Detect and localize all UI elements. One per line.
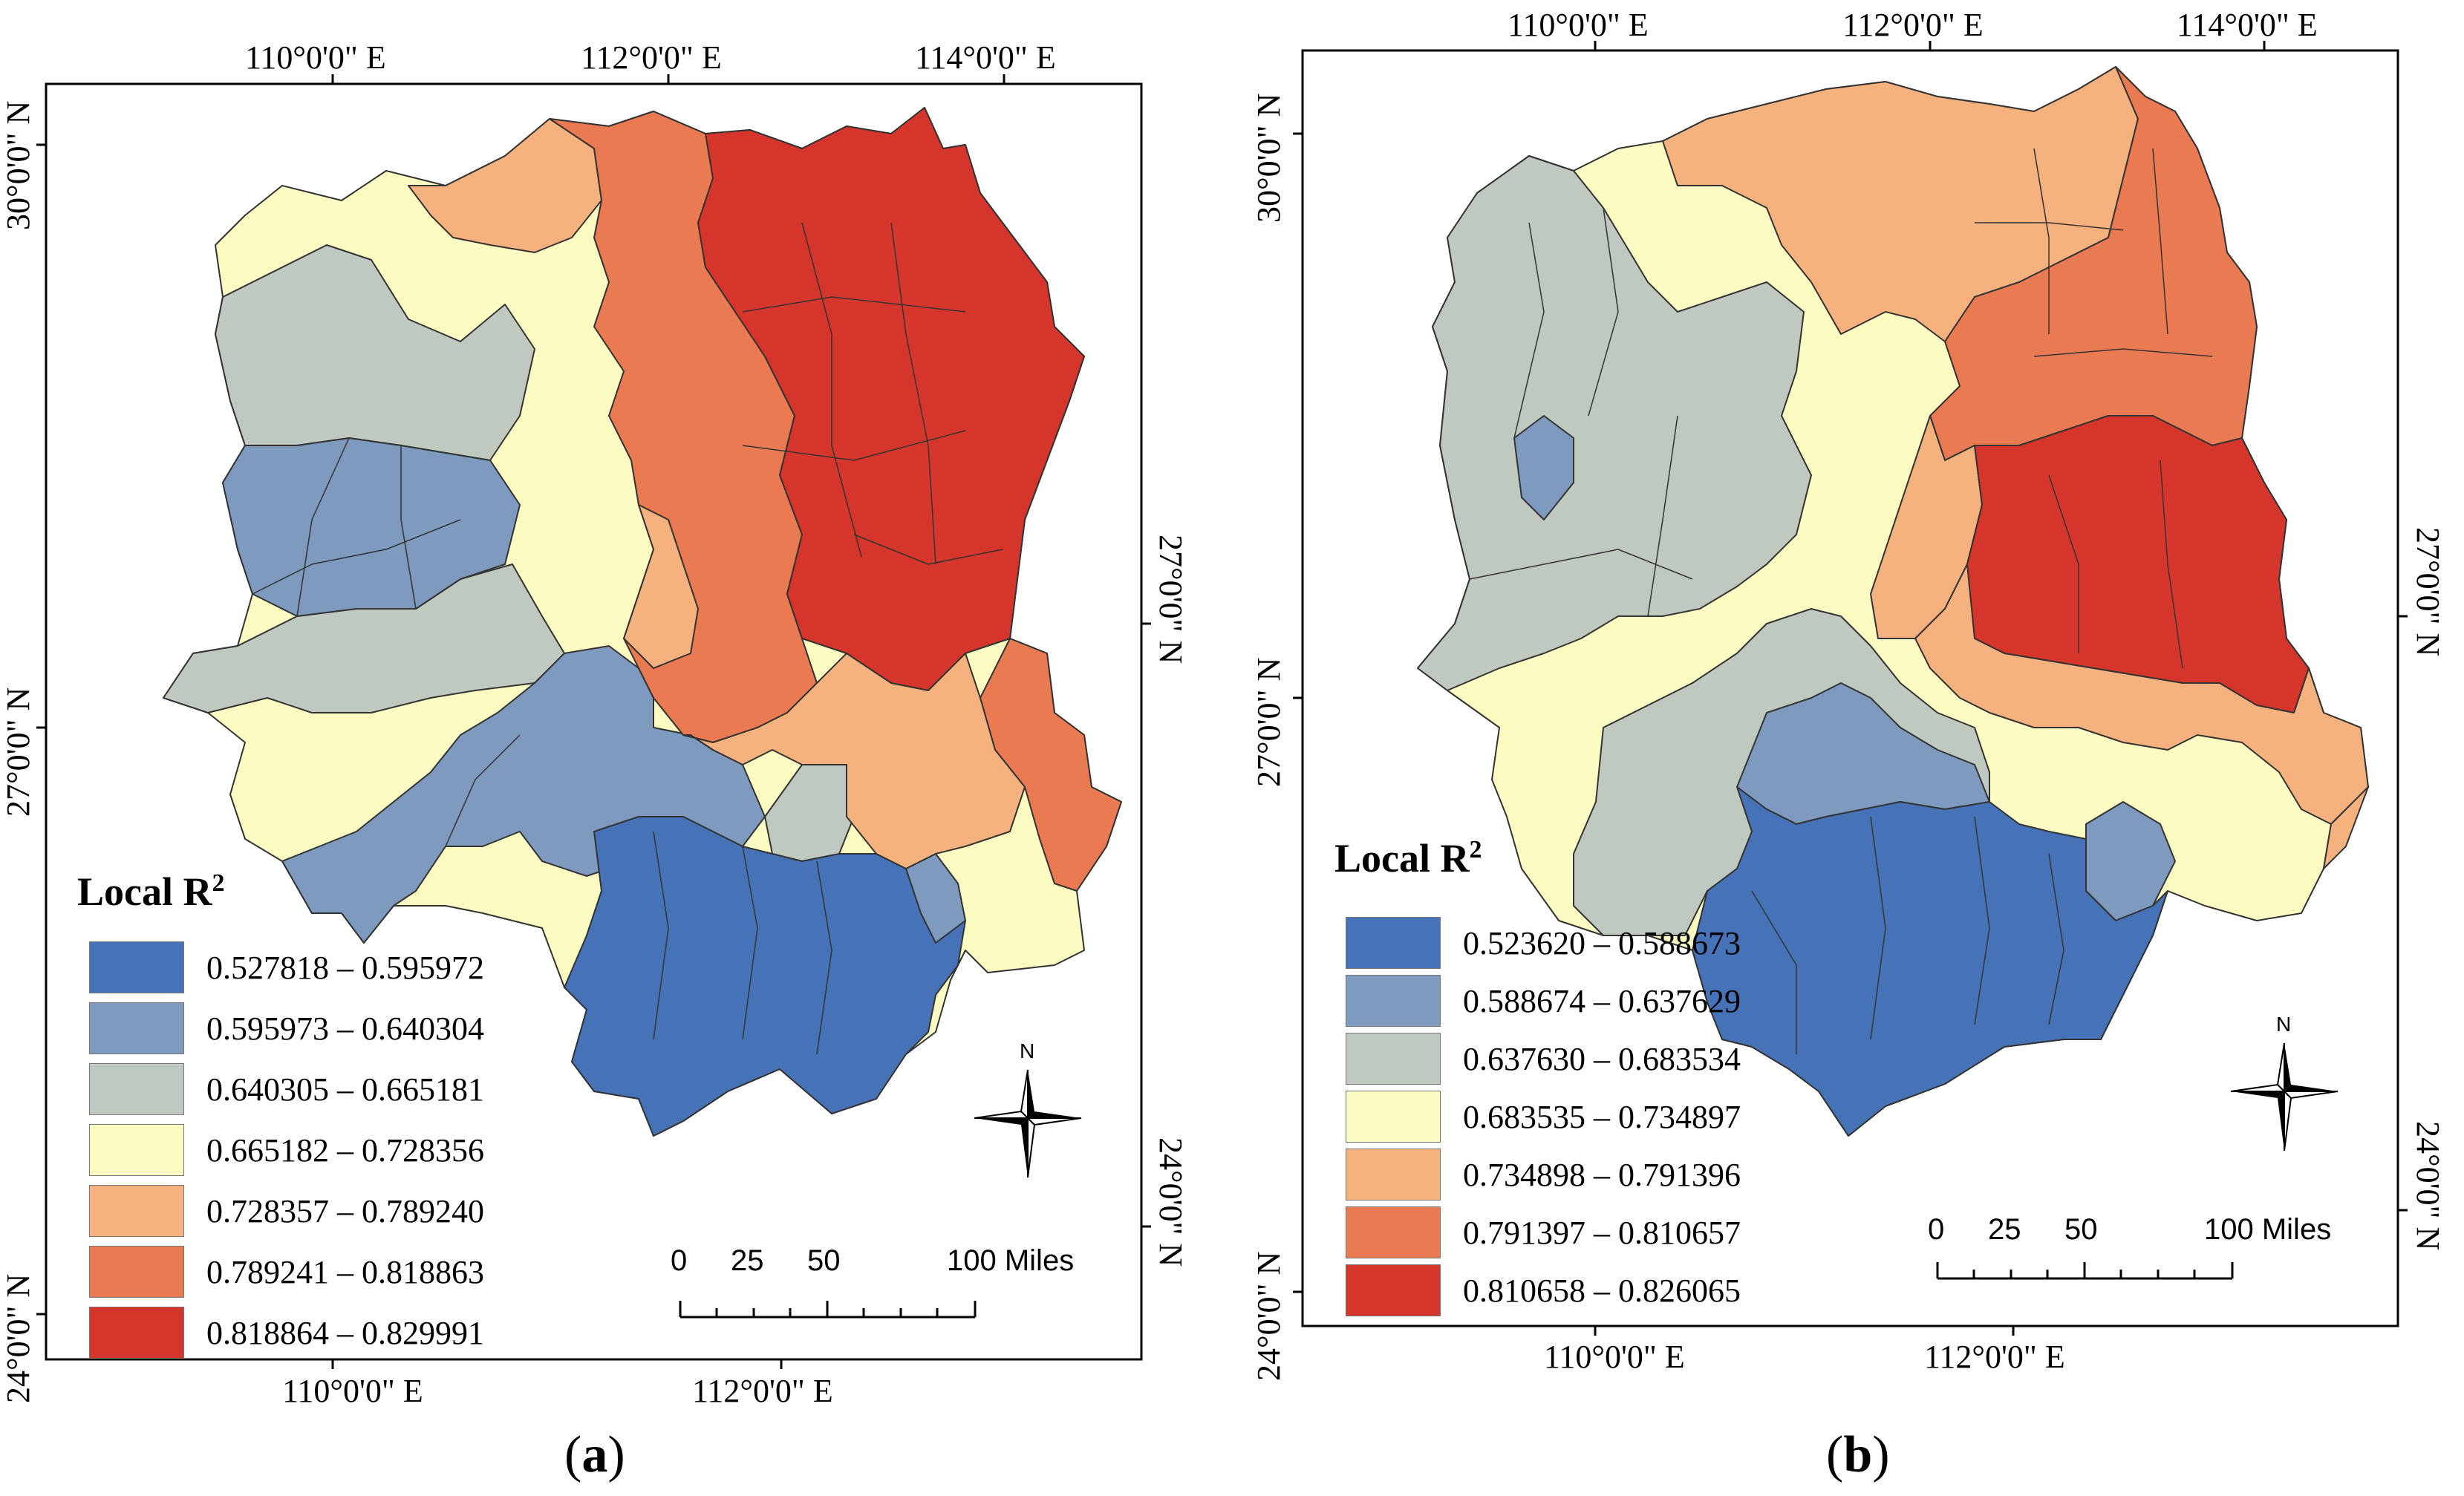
panel-a: 110°0'0" E 112°0'0" E 114°0'0" E 110°0'0… bbox=[0, 39, 1189, 1484]
caption-a: (a) bbox=[564, 1426, 625, 1483]
legend-swatch bbox=[89, 1307, 184, 1359]
legend-title: Local R2 bbox=[1334, 836, 1482, 881]
legend-swatch bbox=[1346, 1091, 1441, 1143]
region bbox=[163, 564, 565, 713]
scale-label: 25 bbox=[731, 1244, 764, 1277]
legend-swatch bbox=[89, 1185, 184, 1237]
legend-item: 0.595973 – 0.640304 bbox=[89, 1002, 484, 1054]
bottom-tick-label: 110°0'0" E bbox=[282, 1373, 423, 1409]
scale-label: 0 bbox=[1928, 1213, 1945, 1246]
north-label: N bbox=[1020, 1039, 1035, 1062]
legend-label: 0.810658 – 0.826065 bbox=[1463, 1272, 1741, 1309]
region bbox=[623, 504, 699, 669]
panel-b: 110°0'0" E 112°0'0" E 114°0'0" E 110°0'0… bbox=[1232, 0, 2464, 1496]
legend-item: 0.791397 – 0.810657 bbox=[1346, 1206, 1741, 1258]
legend-swatch bbox=[1346, 1264, 1441, 1316]
right-tick-label: 24°0'0" N bbox=[1153, 1137, 1189, 1267]
legend-swatch bbox=[89, 941, 184, 993]
map-b-svg bbox=[1293, 41, 2408, 1336]
legend-swatch bbox=[89, 1063, 184, 1115]
region bbox=[697, 107, 1085, 691]
top-tick-label: 112°0'0" E bbox=[581, 39, 722, 76]
top-tick-label: 114°0'0" E bbox=[2177, 7, 2318, 43]
left-tick-label: 30°0'0" N bbox=[1251, 93, 1287, 223]
legend-swatch bbox=[1346, 1033, 1441, 1085]
legend-item: 0.527818 – 0.595972 bbox=[89, 941, 484, 993]
region bbox=[1513, 415, 1574, 520]
legend-title: Local R2 bbox=[77, 869, 225, 914]
top-tick-label: 110°0'0" E bbox=[245, 39, 386, 76]
legend-item: 0.818864 – 0.829991 bbox=[89, 1307, 484, 1359]
right-tick-label: 27°0'0" N bbox=[1153, 535, 1189, 664]
right-tick-label: 24°0'0" N bbox=[2410, 1121, 2446, 1251]
legend-item: 0.734898 – 0.791396 bbox=[1346, 1149, 1741, 1201]
top-tick-label: 110°0'0" E bbox=[1508, 7, 1649, 43]
legend-item: 0.665182 – 0.728356 bbox=[89, 1124, 484, 1176]
legend-label: 0.665182 – 0.728356 bbox=[206, 1131, 484, 1169]
north-arrow-icon bbox=[2230, 1042, 2338, 1152]
legend-label: 0.527818 – 0.595972 bbox=[206, 949, 484, 986]
legend-swatch bbox=[1346, 1206, 1441, 1258]
region bbox=[408, 118, 602, 253]
legend-swatch bbox=[1346, 975, 1441, 1027]
legend-label: 0.595973 – 0.640304 bbox=[206, 1010, 484, 1047]
scale-label: 100 Miles bbox=[947, 1244, 1075, 1277]
legend-label: 0.791397 – 0.810657 bbox=[1463, 1214, 1741, 1251]
map-a-svg bbox=[36, 74, 1151, 1369]
legend-label: 0.588674 – 0.637629 bbox=[1463, 982, 1741, 1019]
legend-swatch bbox=[89, 1246, 184, 1298]
north-arrow-icon bbox=[974, 1069, 1082, 1178]
legend-label: 0.734898 – 0.791396 bbox=[1463, 1156, 1741, 1193]
caption-b: (b) bbox=[1826, 1426, 1890, 1483]
region bbox=[1692, 786, 2168, 1137]
scale-label: 50 bbox=[2064, 1213, 2098, 1246]
left-tick-label: 24°0'0" N bbox=[1251, 1251, 1287, 1381]
legend-item: 0.810658 – 0.826065 bbox=[1346, 1264, 1741, 1316]
region bbox=[2323, 786, 2369, 869]
region bbox=[1417, 155, 1812, 691]
region bbox=[281, 645, 766, 944]
legend-swatch bbox=[1346, 917, 1441, 969]
legend-item: 0.683535 – 0.734897 bbox=[1346, 1091, 1741, 1143]
bottom-tick-label: 112°0'0" E bbox=[692, 1373, 833, 1409]
legend-item: 0.640305 – 0.665181 bbox=[89, 1063, 484, 1115]
map-regions bbox=[1417, 66, 2369, 1137]
legend-label: 0.683535 – 0.734897 bbox=[1463, 1098, 1741, 1135]
scale-bar bbox=[679, 1301, 977, 1319]
region bbox=[564, 816, 966, 1137]
scale-label: 0 bbox=[671, 1244, 688, 1277]
legend-item: 0.588674 – 0.637629 bbox=[1346, 975, 1741, 1027]
north-label: N bbox=[2276, 1013, 2292, 1036]
top-tick-label: 114°0'0" E bbox=[915, 39, 1056, 76]
legend-item: 0.728357 – 0.789240 bbox=[89, 1185, 484, 1237]
legend-label: 0.789241 – 0.818863 bbox=[206, 1253, 484, 1290]
top-tick-label: 112°0'0" E bbox=[1842, 7, 1984, 43]
left-tick-label: 24°0'0" N bbox=[0, 1273, 36, 1403]
legend-label: 0.728357 – 0.789240 bbox=[206, 1192, 484, 1229]
left-tick-label: 27°0'0" N bbox=[1251, 657, 1287, 787]
legend-label: 0.818864 – 0.829991 bbox=[206, 1314, 484, 1351]
legend-item: 0.637630 – 0.683534 bbox=[1346, 1033, 1741, 1085]
map-regions bbox=[163, 107, 1122, 1137]
scale-label: 50 bbox=[807, 1244, 841, 1277]
left-tick-label: 27°0'0" N bbox=[0, 687, 36, 817]
scale-label: 25 bbox=[1988, 1213, 2021, 1246]
bottom-tick-label: 112°0'0" E bbox=[1924, 1339, 2065, 1375]
legend-label: 0.640305 – 0.665181 bbox=[206, 1071, 484, 1108]
legend-swatch bbox=[89, 1124, 184, 1176]
right-tick-label: 27°0'0" N bbox=[2410, 527, 2446, 657]
legend-item: 0.523620 – 0.588673 bbox=[1346, 917, 1741, 969]
left-tick-label: 30°0'0" N bbox=[0, 100, 36, 230]
scale-label: 100 Miles bbox=[2204, 1213, 2332, 1246]
legend-swatch bbox=[1346, 1149, 1441, 1201]
region bbox=[682, 653, 1026, 869]
legend-label: 0.637630 – 0.683534 bbox=[1463, 1040, 1741, 1077]
scale-bar bbox=[1936, 1262, 2234, 1280]
legend-swatch bbox=[89, 1002, 184, 1054]
bottom-tick-label: 110°0'0" E bbox=[1544, 1339, 1685, 1375]
legend-label: 0.523620 – 0.588673 bbox=[1463, 924, 1741, 961]
legend-item: 0.789241 – 0.818863 bbox=[89, 1246, 484, 1298]
region bbox=[215, 244, 535, 461]
